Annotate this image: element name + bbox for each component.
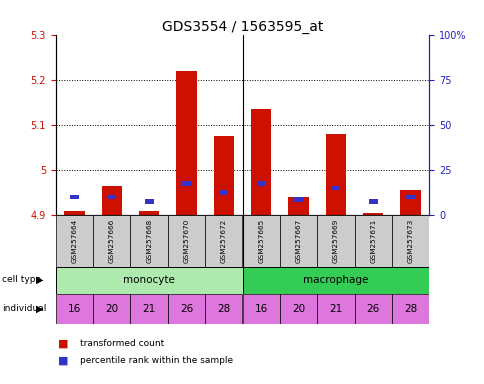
- Bar: [144, 199, 153, 204]
- Bar: [293, 197, 302, 202]
- Bar: [287, 197, 308, 215]
- Text: macrophage: macrophage: [302, 275, 368, 285]
- Bar: [279, 215, 317, 267]
- Text: 16: 16: [68, 304, 81, 314]
- Text: ▶: ▶: [36, 304, 44, 314]
- Bar: [213, 136, 234, 215]
- Bar: [242, 215, 279, 267]
- Text: monocyte: monocyte: [123, 275, 175, 285]
- Text: 20: 20: [291, 304, 304, 314]
- Bar: [167, 215, 205, 267]
- Title: GDS3554 / 1563595_at: GDS3554 / 1563595_at: [162, 20, 322, 33]
- Bar: [93, 215, 130, 267]
- Text: GSM257665: GSM257665: [257, 219, 264, 263]
- Bar: [242, 267, 428, 294]
- Text: 20: 20: [105, 304, 118, 314]
- Bar: [368, 199, 377, 204]
- Text: 26: 26: [366, 304, 379, 314]
- Text: GSM257666: GSM257666: [108, 219, 115, 263]
- Text: GSM257672: GSM257672: [220, 219, 227, 263]
- Bar: [242, 294, 279, 324]
- Bar: [205, 294, 242, 324]
- Text: 16: 16: [254, 304, 267, 314]
- Bar: [130, 215, 167, 267]
- Bar: [107, 195, 116, 199]
- Text: cell type: cell type: [2, 275, 42, 284]
- Bar: [405, 195, 414, 199]
- Bar: [399, 190, 420, 215]
- Bar: [362, 213, 383, 215]
- Bar: [64, 210, 85, 215]
- Bar: [325, 134, 346, 215]
- Text: 21: 21: [142, 304, 155, 314]
- Text: GSM257673: GSM257673: [407, 219, 413, 263]
- Text: transformed count: transformed count: [80, 339, 164, 348]
- Bar: [93, 294, 130, 324]
- Text: ▶: ▶: [36, 275, 44, 285]
- Text: percentile rank within the sample: percentile rank within the sample: [80, 356, 233, 366]
- Text: individual: individual: [2, 304, 46, 313]
- Text: GSM257669: GSM257669: [332, 219, 338, 263]
- Bar: [167, 294, 205, 324]
- Bar: [331, 186, 340, 190]
- Bar: [317, 294, 354, 324]
- Bar: [279, 294, 317, 324]
- Text: 28: 28: [217, 304, 230, 314]
- Bar: [56, 267, 242, 294]
- Bar: [256, 181, 265, 186]
- Bar: [250, 109, 271, 215]
- Bar: [219, 190, 228, 195]
- Text: GSM257667: GSM257667: [295, 219, 301, 263]
- Text: GSM257671: GSM257671: [369, 219, 376, 263]
- Bar: [56, 294, 93, 324]
- Bar: [205, 215, 242, 267]
- Bar: [176, 71, 197, 215]
- Bar: [391, 215, 428, 267]
- Bar: [182, 181, 191, 186]
- Text: GSM257668: GSM257668: [146, 219, 152, 263]
- Text: 21: 21: [329, 304, 342, 314]
- Text: ■: ■: [58, 339, 69, 349]
- Bar: [391, 294, 428, 324]
- Bar: [130, 294, 167, 324]
- Bar: [70, 195, 79, 199]
- Bar: [354, 215, 391, 267]
- Text: 28: 28: [403, 304, 416, 314]
- Text: GSM257670: GSM257670: [183, 219, 189, 263]
- Bar: [56, 215, 93, 267]
- Text: GSM257664: GSM257664: [71, 219, 77, 263]
- Bar: [317, 215, 354, 267]
- Text: ■: ■: [58, 356, 69, 366]
- Text: 26: 26: [180, 304, 193, 314]
- Bar: [101, 186, 122, 215]
- Bar: [354, 294, 391, 324]
- Bar: [138, 210, 159, 215]
